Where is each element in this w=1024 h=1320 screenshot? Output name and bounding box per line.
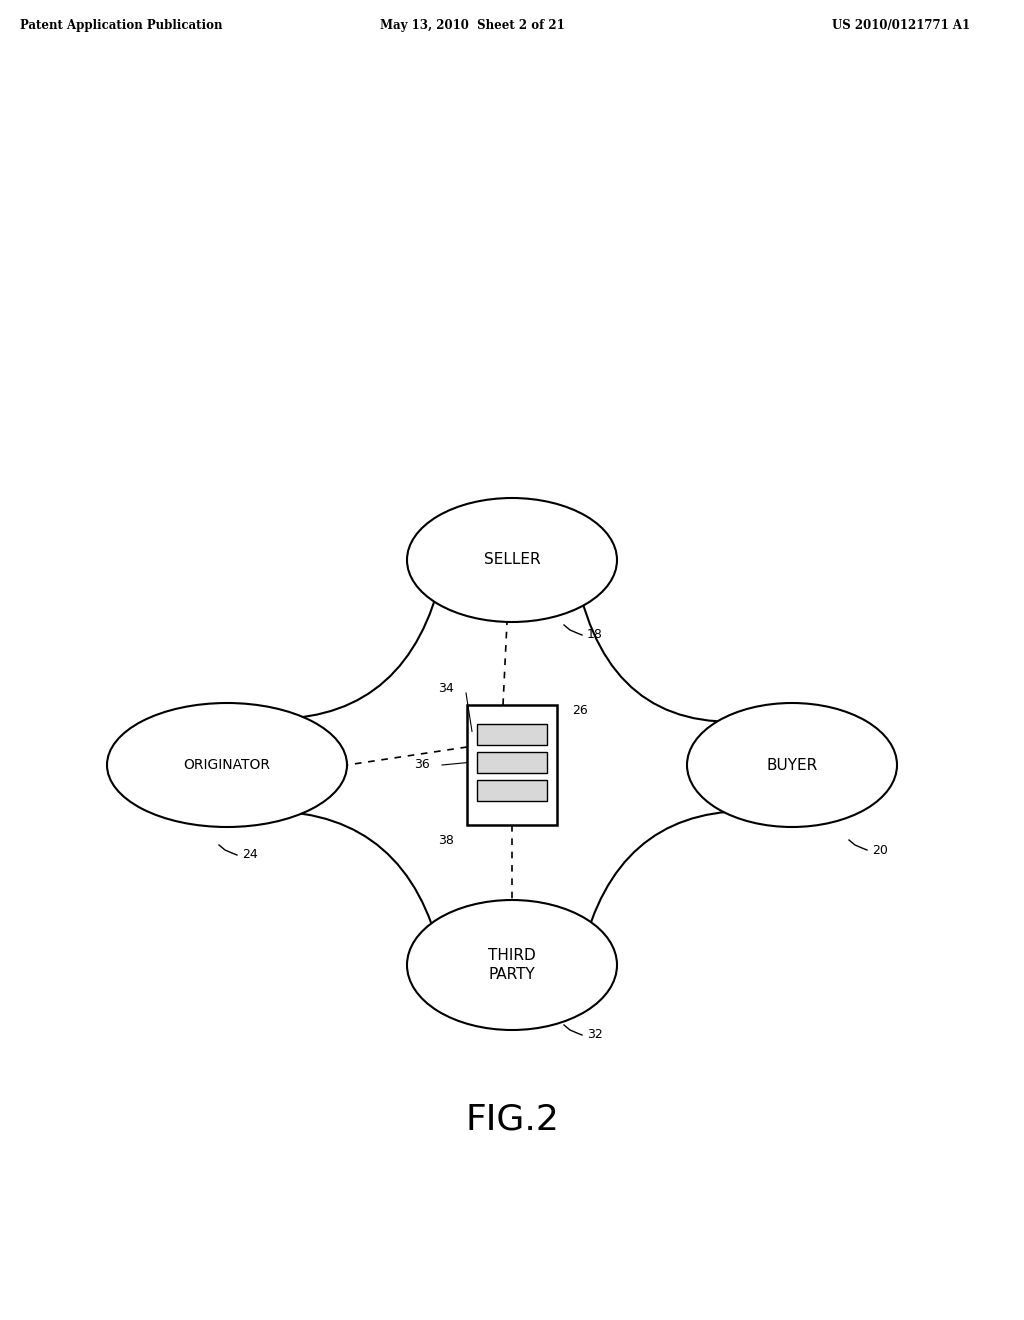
Bar	[477, 780, 547, 801]
Text: Patent Application Publication: Patent Application Publication	[20, 18, 223, 32]
Text: 26: 26	[572, 704, 588, 717]
Text: 24: 24	[242, 849, 258, 862]
Bar	[477, 752, 547, 774]
Text: 38: 38	[438, 833, 454, 846]
Text: 18: 18	[587, 628, 603, 642]
Bar	[467, 705, 557, 825]
Text: BUYER: BUYER	[766, 758, 817, 772]
Ellipse shape	[407, 900, 617, 1030]
Text: THIRD
PARTY: THIRD PARTY	[488, 948, 536, 982]
Ellipse shape	[106, 704, 347, 828]
Text: 32: 32	[587, 1028, 603, 1041]
Text: ORIGINATOR: ORIGINATOR	[183, 758, 270, 772]
Text: May 13, 2010  Sheet 2 of 21: May 13, 2010 Sheet 2 of 21	[380, 18, 564, 32]
Text: 34: 34	[438, 681, 454, 694]
Text: FIG.2: FIG.2	[465, 1104, 559, 1137]
Ellipse shape	[687, 704, 897, 828]
Text: 20: 20	[872, 843, 888, 857]
Bar	[477, 723, 547, 744]
Text: US 2010/0121771 A1: US 2010/0121771 A1	[831, 18, 970, 32]
Text: SELLER: SELLER	[483, 553, 541, 568]
Text: 36: 36	[415, 759, 430, 771]
Ellipse shape	[407, 498, 617, 622]
